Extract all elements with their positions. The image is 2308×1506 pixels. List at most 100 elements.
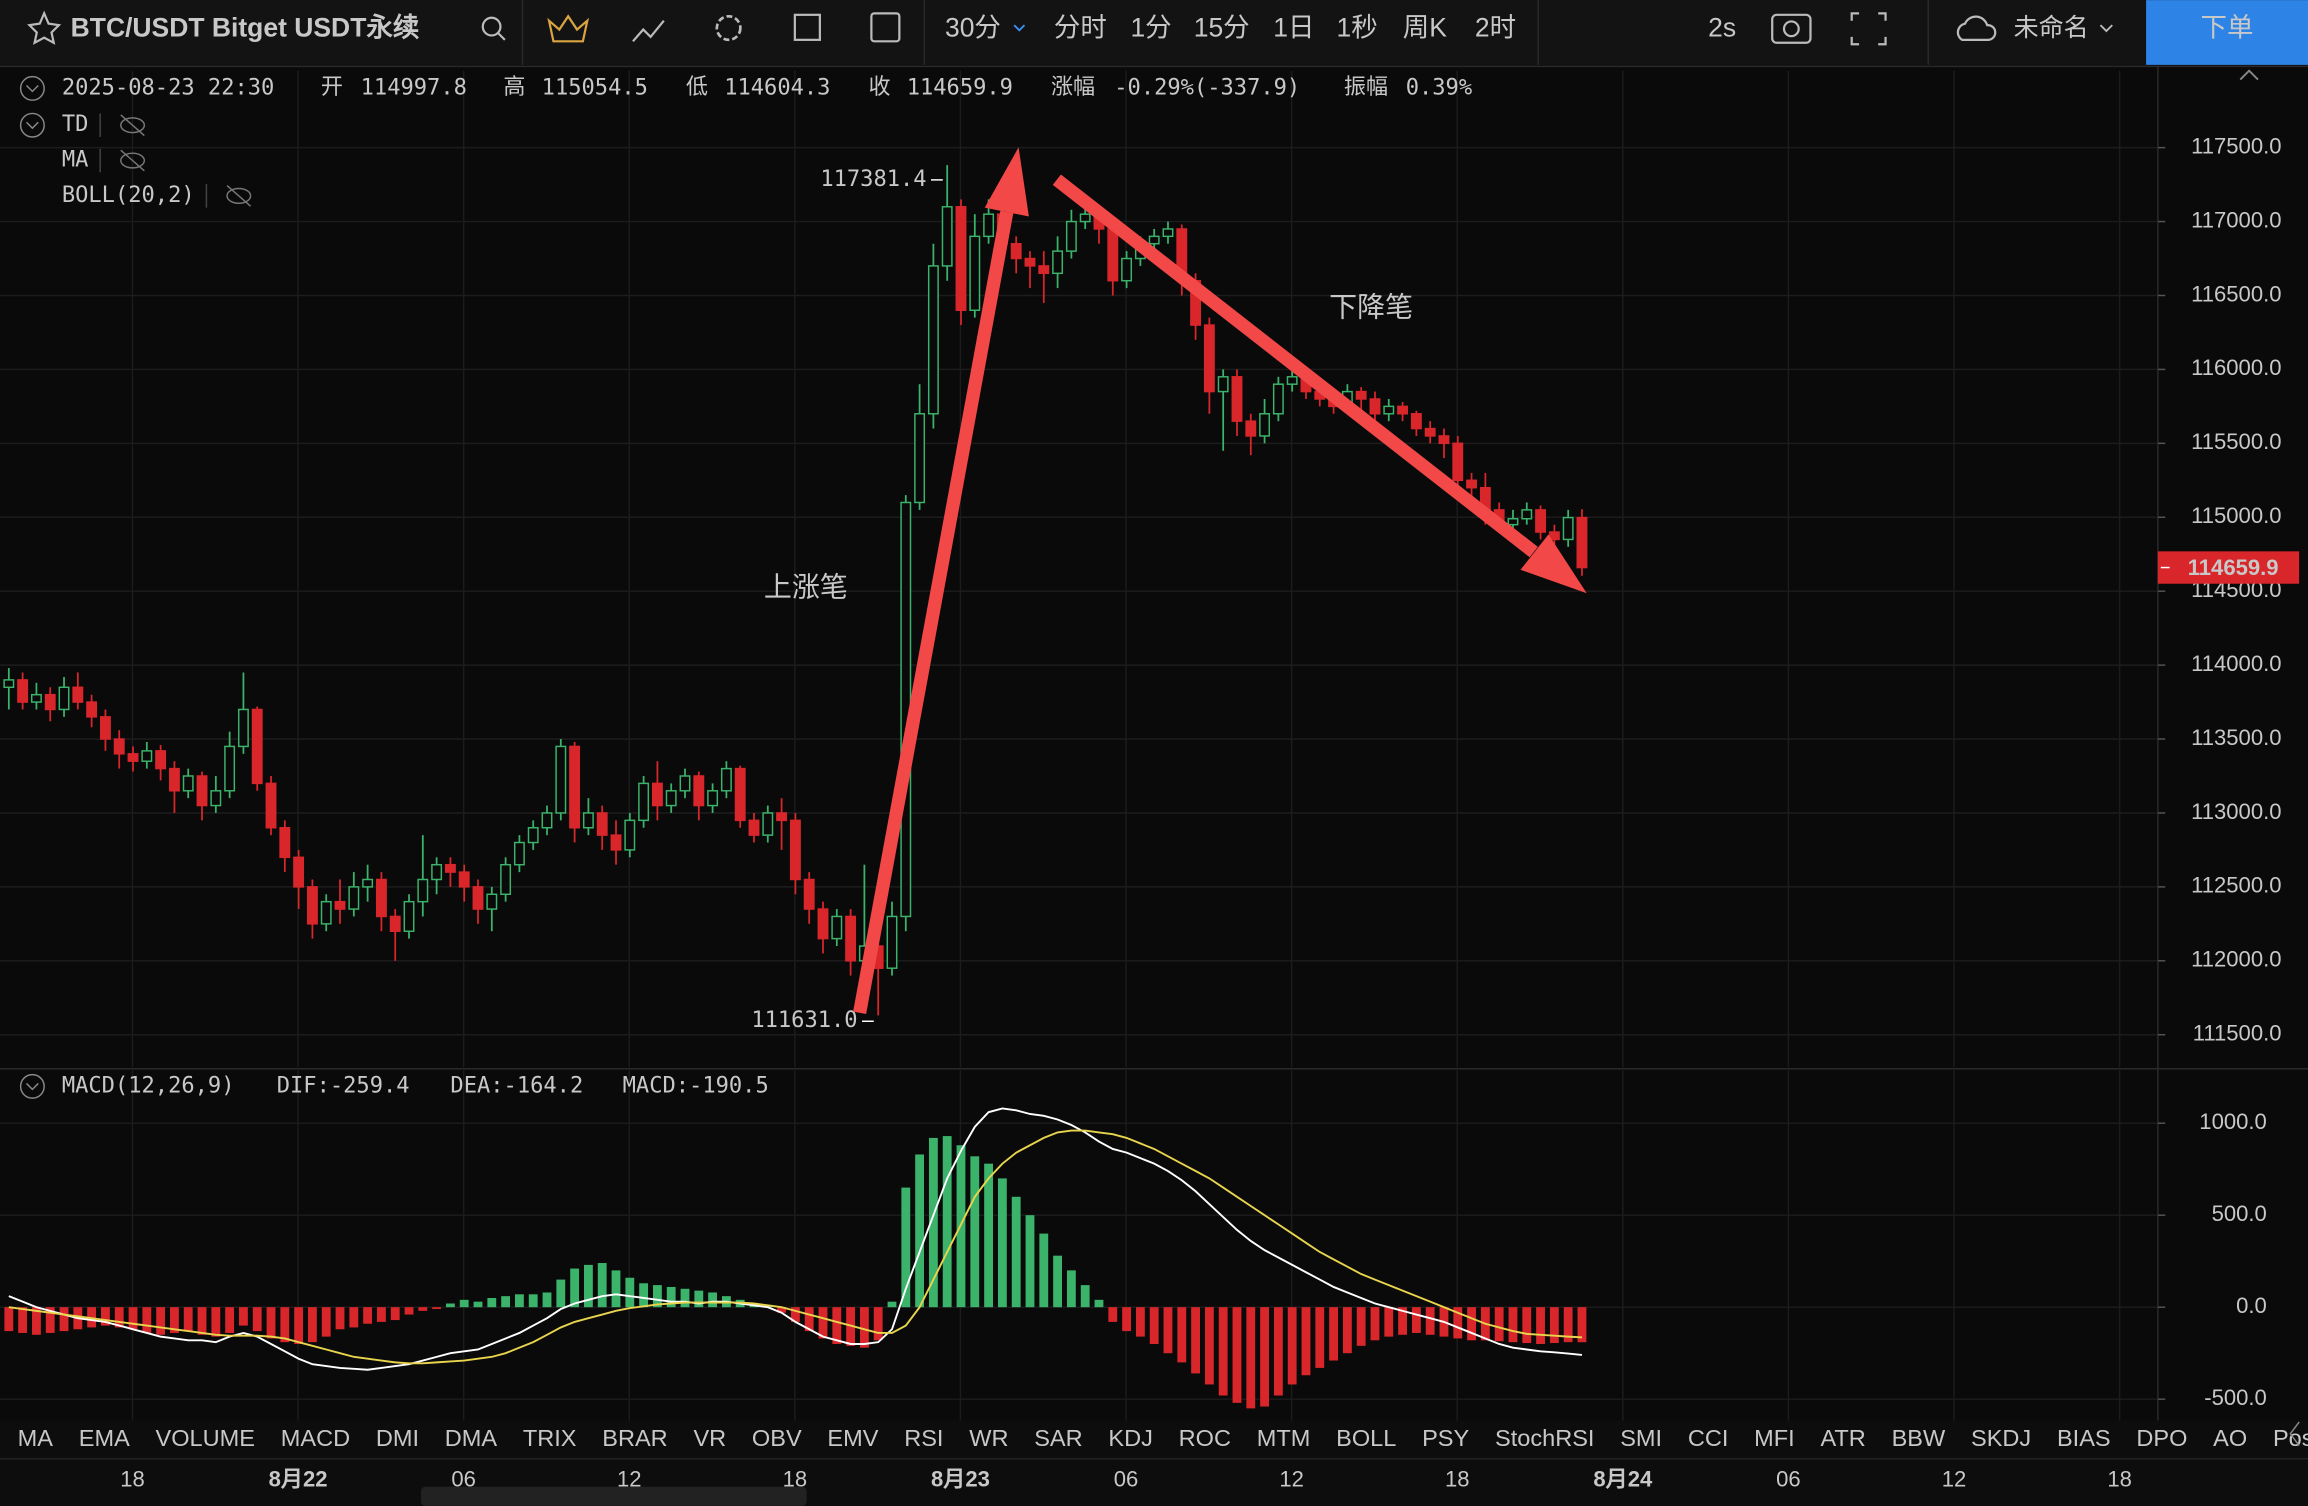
indicator-tab[interactable]: SAR: [1034, 1425, 1082, 1451]
indicator-tab[interactable]: TRIX: [523, 1425, 577, 1451]
indicator-tab[interactable]: SMI: [1620, 1425, 1662, 1451]
indicator-tab[interactable]: ATR: [1820, 1425, 1865, 1451]
candle-body: [375, 878, 387, 918]
symbol-name[interactable]: BTC/USDT Bitget USDT永续: [71, 13, 420, 43]
layout-icon[interactable]: [870, 12, 901, 43]
overlay-name: TD: [62, 112, 89, 137]
collapse-icon[interactable]: [19, 112, 45, 138]
indicator-tab[interactable]: RSI: [904, 1425, 943, 1451]
indicator-tab[interactable]: StochRSI: [1495, 1425, 1594, 1451]
indicator-tab[interactable]: OBV: [752, 1425, 802, 1451]
interval-option[interactable]: 15分: [1194, 13, 1250, 43]
trend-arrows: [853, 147, 1587, 1014]
legend-name: MACD:: [623, 1073, 689, 1098]
indicator-tab[interactable]: AO: [2213, 1425, 2247, 1451]
candle-body: [1507, 518, 1519, 526]
candle-body: [914, 413, 926, 504]
interval-option[interactable]: 2时: [1475, 13, 1516, 43]
indicator-tab[interactable]: KDJ: [1108, 1425, 1152, 1451]
layout-name[interactable]: 未命名: [2014, 14, 2089, 42]
indicator-tab[interactable]: EMV: [827, 1425, 878, 1451]
candle-body: [1162, 228, 1174, 238]
indicator-tab[interactable]: BIAS: [2057, 1425, 2111, 1451]
indicator-tab[interactable]: DMA: [445, 1425, 498, 1451]
candle-body: [1383, 405, 1395, 415]
candle-body: [1038, 265, 1050, 275]
hide-icon[interactable]: [120, 117, 146, 134]
indicator-tab[interactable]: VOLUME: [156, 1425, 255, 1451]
histogram-bar: [404, 1307, 414, 1315]
indicator-icon[interactable]: [632, 20, 665, 43]
candle-body: [1548, 531, 1560, 541]
indicator-tab[interactable]: SKDJ: [1971, 1425, 2031, 1451]
histogram-bar: [252, 1307, 262, 1332]
screenshot-icon[interactable]: [1771, 13, 1812, 44]
price-label: 115500.0: [2191, 429, 2281, 454]
interval-option[interactable]: 30分: [945, 13, 1001, 43]
indicator-tab[interactable]: Position: [2273, 1425, 2308, 1451]
refresh-interval[interactable]: 2s: [1708, 13, 1736, 43]
order-button[interactable]: [2146, 0, 2308, 65]
crown-icon[interactable]: [547, 14, 590, 43]
scrollbar[interactable]: [420, 1486, 807, 1506]
indicator-tab[interactable]: VR: [693, 1425, 726, 1451]
favorite-icon[interactable]: [27, 10, 62, 45]
histogram-bar: [1122, 1307, 1132, 1332]
candle-body: [265, 782, 277, 829]
histogram-bar: [114, 1307, 124, 1328]
candle-body: [665, 790, 677, 807]
indicator-tab[interactable]: MACD: [281, 1425, 350, 1451]
histogram-bar: [859, 1307, 869, 1348]
histogram-bar: [708, 1292, 718, 1308]
annotation-text: 下降笔: [1329, 292, 1413, 323]
indicator-tab[interactable]: PSY: [1422, 1425, 1469, 1451]
indicator-tab[interactable]: BRAR: [602, 1425, 667, 1451]
indicator-tab[interactable]: ROC: [1179, 1425, 1231, 1451]
indicator-axis-label: 1000.0: [2199, 1109, 2266, 1134]
histogram-bar: [156, 1307, 166, 1335]
indicator-tab[interactable]: DPO: [2136, 1425, 2187, 1451]
collapse-icon[interactable]: [19, 75, 45, 101]
fullscreen-icon[interactable]: [1850, 12, 1887, 46]
collapse-arrow[interactable]: [2239, 69, 2259, 81]
template-icon[interactable]: [793, 13, 821, 41]
hide-icon[interactable]: [120, 152, 146, 169]
collapse-icon[interactable]: [19, 1073, 45, 1099]
histogram-bar: [1273, 1307, 1283, 1396]
cloud-icon[interactable]: [1956, 15, 1997, 41]
settings-icon[interactable]: [715, 14, 742, 42]
candle-body: [555, 745, 567, 814]
price-label: 116000.0: [2191, 355, 2281, 380]
indicator-tab[interactable]: DMI: [376, 1425, 419, 1451]
interval-option[interactable]: 1秒: [1337, 13, 1378, 43]
search-icon[interactable]: [481, 16, 502, 37]
indicator-tab[interactable]: CCI: [1688, 1425, 1729, 1451]
scroll-arrow[interactable]: [2289, 1421, 2300, 1446]
candle-body: [486, 893, 498, 910]
interval-option[interactable]: 1分: [1130, 13, 1171, 43]
interval-option[interactable]: 周K: [1403, 13, 1447, 43]
amplitude-value: 0.39%: [1406, 75, 1472, 100]
histogram-bar: [1356, 1307, 1366, 1346]
candle-body: [513, 841, 525, 866]
indicator-tab[interactable]: MA: [18, 1425, 54, 1451]
indicator-tab[interactable]: MTM: [1257, 1425, 1311, 1451]
hide-icon[interactable]: [226, 187, 252, 204]
indicator-tab[interactable]: BOLL: [1336, 1425, 1396, 1451]
interval-option[interactable]: 1日: [1273, 13, 1314, 43]
indicator-axis-label: 0.0: [2236, 1293, 2267, 1318]
indicator-tab[interactable]: WR: [969, 1425, 1008, 1451]
interval-option[interactable]: 分时: [1054, 13, 1107, 43]
indicator-tab[interactable]: BBW: [1892, 1425, 1946, 1451]
histogram-bar: [18, 1307, 28, 1333]
order-button-label[interactable]: 下单: [2201, 13, 2254, 43]
histogram-bar: [570, 1268, 580, 1308]
indicator-tab[interactable]: EMA: [79, 1425, 130, 1451]
candle-body: [679, 775, 691, 792]
indicator-tab[interactable]: MFI: [1754, 1425, 1795, 1451]
time-label: 06: [1776, 1467, 1801, 1492]
last-price-tag: [2157, 551, 2300, 584]
candle-body: [113, 738, 125, 755]
